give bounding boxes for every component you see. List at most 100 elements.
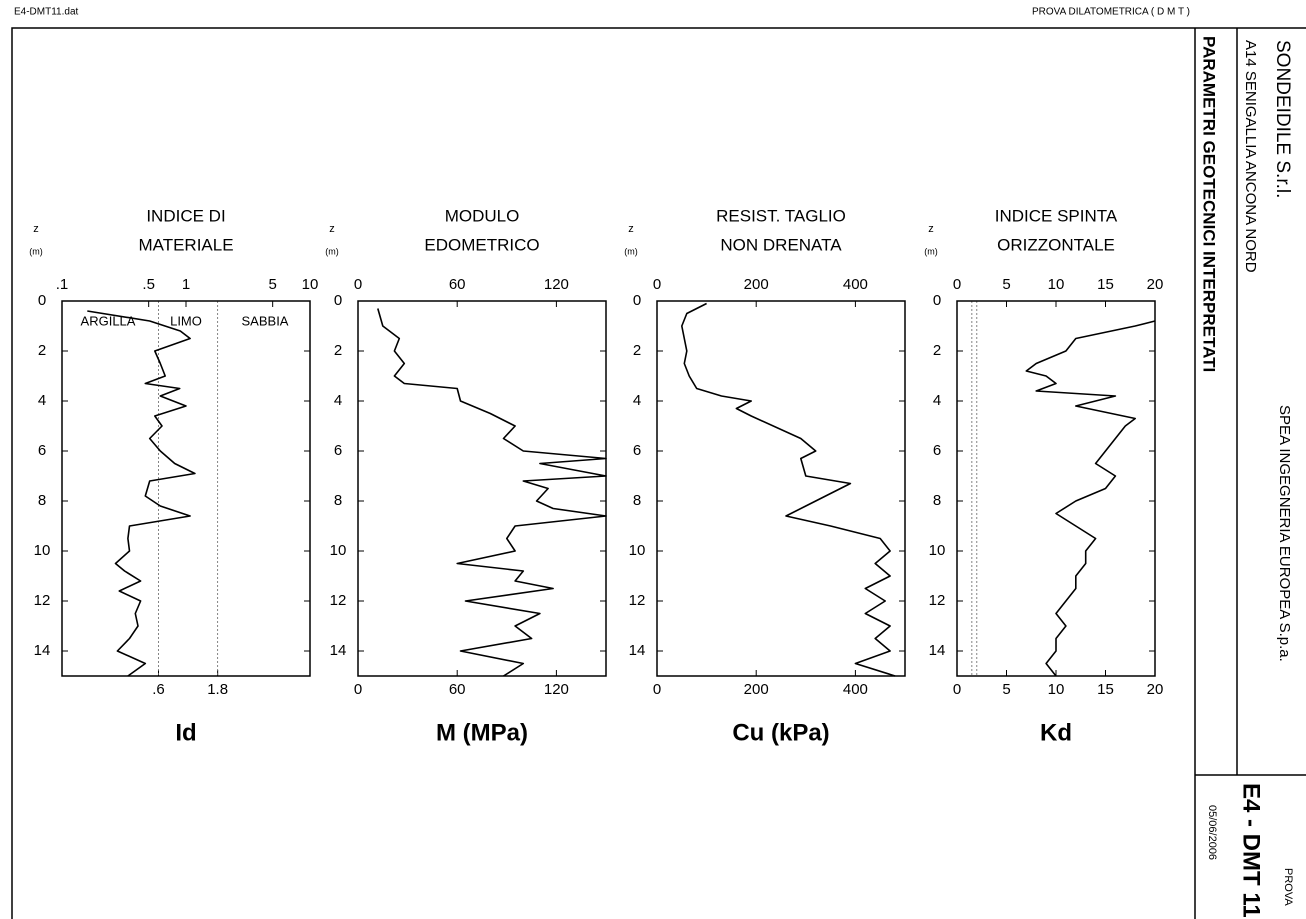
y-tick-label: 14 [929, 642, 946, 659]
file-name: E4-DMT11.dat [14, 7, 79, 18]
x-tick-label: .1 [56, 276, 69, 293]
panel-title: INDICE SPINTA [995, 206, 1118, 225]
x-tick-label: 15 [1097, 276, 1114, 293]
company: SONDEIDILE S.r.l. [1272, 40, 1293, 198]
site: A14 SENIGALLIA ANCONA NORD [1242, 40, 1259, 273]
y-tick-label: 6 [334, 442, 342, 459]
panel-title: MODULO [445, 206, 520, 225]
date: 05/06/2006 [1206, 805, 1218, 860]
x-tick-label-bottom: 1.8 [207, 681, 228, 698]
x-tick-label-bottom: 0 [653, 681, 661, 698]
zone-label: SABBIA [242, 313, 289, 328]
y-axis-label: z [628, 223, 634, 235]
x-tick-label: 1 [182, 276, 190, 293]
x-tick-label-bottom: 60 [449, 681, 466, 698]
x-tick-label-bottom: 5 [1002, 681, 1010, 698]
x-tick-label: 0 [653, 276, 661, 293]
y-tick-label: 10 [929, 542, 946, 559]
y-tick-label: 10 [330, 542, 347, 559]
plot-frame [956, 300, 1156, 677]
y-tick-label: 8 [334, 492, 342, 509]
y-tick-label: 0 [38, 292, 46, 309]
y-tick-label: 8 [933, 492, 941, 509]
y-axis-label: z [329, 223, 335, 235]
y-tick-label: 12 [34, 592, 51, 609]
profile-line [681, 302, 896, 677]
y-tick-label: 12 [929, 592, 946, 609]
y-tick-label: 0 [933, 292, 941, 309]
y-tick-label: 6 [38, 442, 46, 459]
y-tick-label: 4 [633, 392, 641, 409]
y-tick-label: 6 [933, 442, 941, 459]
x-tick-label: 120 [544, 276, 569, 293]
panel-title: ORIZZONTALE [997, 235, 1115, 254]
panel-title: INDICE DI [146, 206, 225, 225]
x-tick-label-bottom: 0 [354, 681, 362, 698]
x-axis-label: Kd [1040, 719, 1072, 746]
y-axis-unit: (m) [29, 246, 43, 256]
x-tick-label-bottom: 20 [1147, 681, 1164, 698]
y-tick-label: 12 [330, 592, 347, 609]
x-tick-label: 20 [1147, 276, 1164, 293]
y-axis-label: z [33, 223, 39, 235]
y-tick-label: 0 [633, 292, 641, 309]
y-tick-label: 14 [34, 642, 51, 659]
x-tick-label: 5 [269, 276, 277, 293]
y-tick-label: 2 [933, 342, 941, 359]
x-tick-label: 60 [449, 276, 466, 293]
x-tick-label-bottom: 400 [843, 681, 868, 698]
y-tick-label: 4 [38, 392, 46, 409]
panel-title: RESIST. TAGLIO [716, 206, 846, 225]
x-tick-label-bottom: 15 [1097, 681, 1114, 698]
y-tick-label: 6 [633, 442, 641, 459]
y-tick-label: 10 [629, 542, 646, 559]
y-tick-label: 14 [629, 642, 646, 659]
y-tick-label: 8 [633, 492, 641, 509]
subject: PARAMETRI GEOTECNICI INTERPRETATI [1200, 36, 1219, 372]
x-tick-label: .5 [142, 276, 155, 293]
plot-frame [656, 300, 906, 677]
zone-label: ARGILLA [81, 313, 136, 328]
y-tick-label: 2 [38, 342, 46, 359]
profile-line [87, 310, 196, 677]
zone-label: LIMO [170, 313, 202, 328]
x-tick-label: 200 [744, 276, 769, 293]
x-tick-label-bottom: 200 [744, 681, 769, 698]
x-tick-label: 400 [843, 276, 868, 293]
y-tick-label: 4 [334, 392, 342, 409]
x-tick-label: 10 [302, 276, 319, 293]
x-tick-label: 0 [354, 276, 362, 293]
test-id: E4 - DMT 11 [1238, 783, 1265, 918]
y-tick-label: 4 [933, 392, 941, 409]
client: SPEA INGEGNERIA EUROPEA S.p.a. [1276, 405, 1293, 662]
test-label: PROVA [1282, 868, 1294, 906]
panel-title: NON DRENATA [720, 235, 842, 254]
x-tick-label-bottom: 10 [1048, 681, 1065, 698]
profile-line [377, 308, 607, 677]
x-tick-label: 10 [1048, 276, 1065, 293]
panel-title: MATERIALE [138, 235, 233, 254]
test-name: PROVA DILATOMETRICA ( D M T ) [1032, 7, 1190, 18]
x-tick-label-bottom: .6 [152, 681, 165, 698]
y-tick-label: 0 [334, 292, 342, 309]
panel-title: EDOMETRICO [424, 235, 539, 254]
frame [11, 27, 1306, 919]
y-tick-label: 14 [330, 642, 347, 659]
y-tick-label: 2 [633, 342, 641, 359]
x-tick-label: 5 [1002, 276, 1010, 293]
x-axis-label: Cu (kPa) [732, 719, 829, 746]
y-tick-label: 10 [34, 542, 51, 559]
x-axis-label: Id [175, 719, 196, 746]
plot-frame [61, 300, 311, 677]
y-axis-label: z [928, 223, 934, 235]
x-tick-label-bottom: 120 [544, 681, 569, 698]
x-tick-label: 0 [953, 276, 961, 293]
y-tick-label: 2 [334, 342, 342, 359]
y-axis-unit: (m) [924, 246, 938, 256]
x-axis-label: M (MPa) [436, 719, 528, 746]
profile-line [1025, 320, 1156, 677]
y-axis-unit: (m) [624, 246, 638, 256]
y-axis-unit: (m) [325, 246, 339, 256]
plot-frame [357, 300, 607, 677]
